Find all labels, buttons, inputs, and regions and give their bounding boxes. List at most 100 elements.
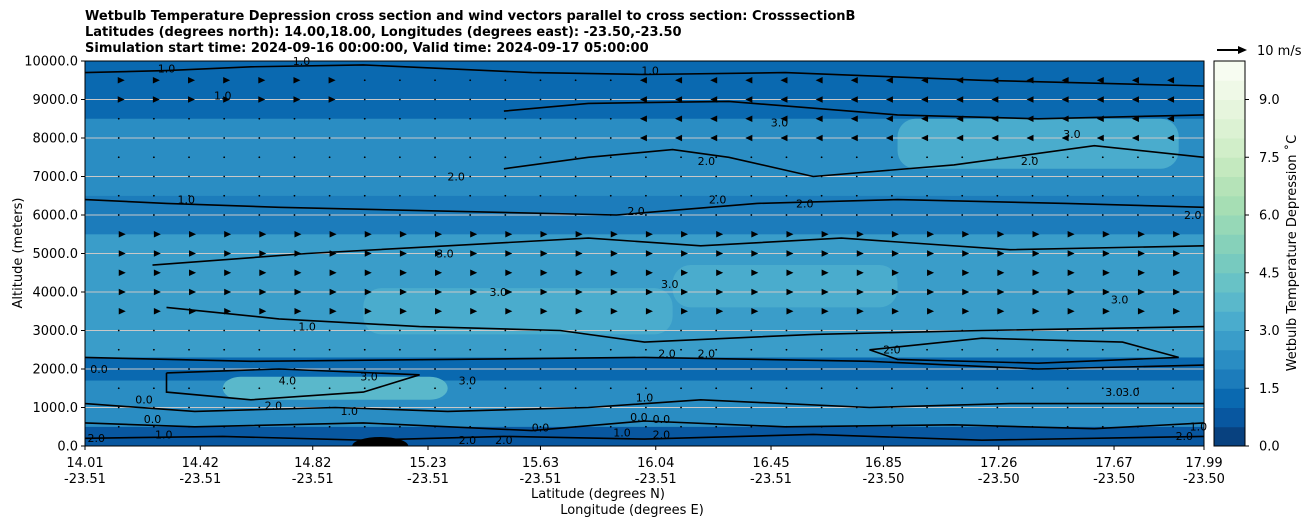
wind-vector-203 [716, 308, 724, 315]
wind-vector-421 [750, 175, 753, 178]
wind-vector-406 [223, 175, 226, 178]
wind-vector-537 [469, 98, 472, 101]
contour-label-33: 2.0 [495, 434, 513, 447]
wind-vector-255 [364, 269, 372, 276]
wind-vector-536 [434, 98, 436, 101]
wind-vector-532 [293, 96, 301, 103]
wind-vector-301 [891, 250, 899, 257]
wind-vector-531 [258, 96, 266, 103]
field-feature-1 [672, 265, 898, 308]
wind-vector-93 [117, 368, 120, 370]
wind-vector-196 [470, 308, 478, 315]
colorbar-swatch-10 [1214, 234, 1245, 254]
wind-vector-320 [470, 231, 478, 238]
wind-vector-343 [188, 214, 190, 216]
wind-vector-266 [751, 269, 759, 276]
wind-vector-344 [223, 214, 226, 216]
wind-vector-157 [188, 329, 190, 332]
wind-vector-156 [152, 329, 155, 332]
wind-vector-588 [1167, 77, 1175, 84]
y-tick-label-6: 6000.0 [33, 209, 79, 224]
wind-vector-181 [1031, 329, 1034, 332]
wind-vector-355 [609, 214, 612, 216]
wind-vector-326 [681, 231, 689, 238]
x-tick-label-lat-9: 17.67 [1095, 456, 1132, 471]
contour-label-39: 2.0 [653, 428, 671, 441]
wind-vector-435 [152, 156, 155, 159]
wind-vector-175 [820, 329, 823, 332]
wind-vector-191 [294, 308, 302, 315]
wind-vector-575 [710, 77, 718, 84]
wind-vector-322 [540, 231, 548, 238]
wind-vector-507 [504, 117, 507, 120]
contour-label-34: 0.0 [532, 421, 550, 434]
colorbar-swatch-16 [1214, 118, 1245, 139]
wind-vector-321 [505, 231, 513, 238]
x-tick-label-lon-4: -23.51 [520, 472, 562, 487]
wind-vector-271 [927, 269, 935, 276]
wind-vector-30 [1172, 425, 1174, 428]
x-tick-label-lat-10: 17.99 [1185, 456, 1222, 471]
wind-vector-415 [539, 175, 542, 178]
colorbar-swatch-1 [1214, 407, 1245, 428]
x-tick-label-lat-5: 16.04 [637, 456, 674, 471]
wind-vector-334 [962, 231, 970, 238]
wind-vector-422 [785, 175, 788, 178]
wind-vector-411 [398, 175, 401, 178]
wind-vector-192 [329, 308, 337, 315]
colorbar-frame [1213, 60, 1246, 447]
wind-vector-2 [188, 425, 190, 428]
wind-vector-172 [715, 329, 718, 332]
contour-line-11 [85, 433, 1204, 442]
wind-vector-373 [152, 194, 155, 197]
wind-vector-193 [364, 308, 372, 315]
wind-vector-262 [610, 269, 618, 276]
wind-vector-80 [750, 387, 753, 390]
wind-vector-304 [997, 250, 1005, 257]
x-tick-label-lon-0: -23.51 [64, 472, 106, 487]
wind-vector-237 [821, 288, 829, 296]
wind-vector-419 [680, 175, 682, 178]
x-tick-label-lat-1: 14.42 [182, 456, 219, 471]
wind-vector-305 [1032, 250, 1040, 257]
wind-vector-49 [750, 406, 753, 409]
wind-vector-389 [715, 194, 718, 197]
wind-vector-239 [891, 288, 899, 296]
x-axis-label-latitude: Latitude (degrees N) [531, 487, 665, 502]
wind-vector-284 [294, 250, 302, 257]
y-tick-label-4: 4000.0 [33, 286, 79, 301]
wind-vector-549 [885, 96, 893, 103]
wind-vector-362 [855, 214, 858, 216]
wind-vector-285 [329, 250, 337, 257]
wind-vector-63 [152, 387, 155, 390]
wind-vector-475 [469, 137, 472, 139]
wind-vector-487 [885, 134, 893, 142]
wind-vector-396 [961, 194, 964, 197]
wind-vector-329 [786, 231, 794, 238]
wind-vector-546 [780, 96, 788, 103]
wind-vector-501 [293, 117, 296, 120]
wind-vector-39 [398, 406, 401, 409]
wind-vector-441 [363, 156, 366, 159]
wind-vector-167 [539, 329, 542, 332]
wind-vector-498 [188, 117, 190, 120]
contour-label-23: 4.0 [279, 374, 297, 387]
wind-vector-488 [921, 134, 929, 142]
wind-vector-75 [574, 387, 577, 390]
contour-label-5: 3.0 [1063, 128, 1081, 141]
wind-vector-104 [504, 368, 507, 370]
wind-vector-482 [710, 134, 718, 142]
wind-vector-466 [152, 137, 155, 139]
wind-vector-89 [1066, 387, 1069, 390]
wind-vector-429 [1031, 175, 1034, 178]
wind-vector-184 [1137, 329, 1139, 332]
wind-vector-491 [1026, 134, 1034, 142]
wind-vector-187 [153, 308, 161, 315]
wind-vector-397 [996, 194, 999, 197]
wind-vector-108 [645, 368, 647, 370]
wind-vector-135 [504, 348, 507, 351]
wind-vector-155 [117, 329, 120, 332]
wind-vector-308 [1137, 250, 1145, 257]
wind-vector-286 [364, 250, 372, 257]
wind-vector-426 [926, 175, 928, 178]
